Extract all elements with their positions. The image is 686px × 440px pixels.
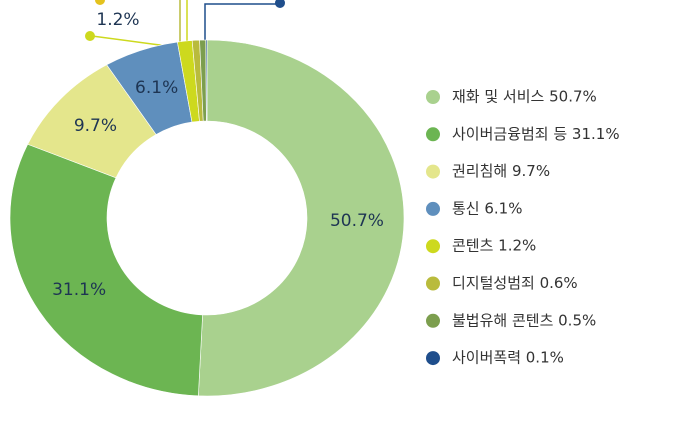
legend-label: 디지털성범죄 0.6% xyxy=(452,274,578,292)
legend-label: 통신 6.1% xyxy=(452,199,522,217)
leader-line xyxy=(204,3,278,42)
legend-label: 권리침해 9.7% xyxy=(452,162,550,180)
slice-label: 31.1% xyxy=(52,280,106,300)
legend-marker xyxy=(426,239,440,254)
slice xyxy=(9,143,203,397)
legend-label: 사이버폭력 0.1% xyxy=(452,349,564,367)
legend-label: 재화 및 서비스 50.7% xyxy=(452,88,597,106)
leader-dot xyxy=(95,0,105,5)
legend-marker xyxy=(426,164,440,179)
slice xyxy=(205,39,208,122)
legend-marker xyxy=(426,351,440,366)
slice-label: 9.7% xyxy=(74,116,117,136)
legend-label: 콘텐츠 1.2% xyxy=(452,237,536,255)
legend-marker xyxy=(426,201,440,216)
legend-marker xyxy=(426,276,440,291)
slice xyxy=(198,39,405,397)
slice-label: 50.7% xyxy=(330,211,384,231)
leader-lines xyxy=(85,0,285,48)
slice-label: 1.2% xyxy=(96,10,139,30)
legend-label: 사이버금융범죄 등 31.1% xyxy=(452,125,620,143)
legend-marker xyxy=(426,313,440,328)
leader-dot xyxy=(85,31,95,41)
legend-label: 불법유해 콘텐츠 0.5% xyxy=(452,311,596,329)
leader-dot xyxy=(275,0,285,8)
legend-marker xyxy=(426,127,440,142)
slice-label: 6.1% xyxy=(135,78,178,98)
legend-marker xyxy=(426,90,440,104)
